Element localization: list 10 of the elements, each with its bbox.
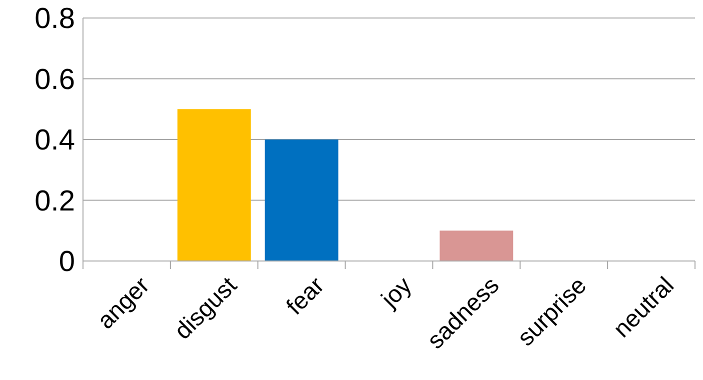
bar <box>440 230 514 261</box>
y-tick-label: 0.8 <box>34 3 75 36</box>
y-tick-label: 0.6 <box>34 64 75 96</box>
y-tick-label: 0 <box>58 246 75 278</box>
x-tick-label: joy <box>376 272 418 314</box>
bar <box>177 109 251 261</box>
y-tick-label: 0.4 <box>34 124 75 157</box>
y-tick-label: 0.2 <box>34 185 75 218</box>
bar <box>264 140 338 261</box>
x-tick-label: fear <box>281 272 330 320</box>
